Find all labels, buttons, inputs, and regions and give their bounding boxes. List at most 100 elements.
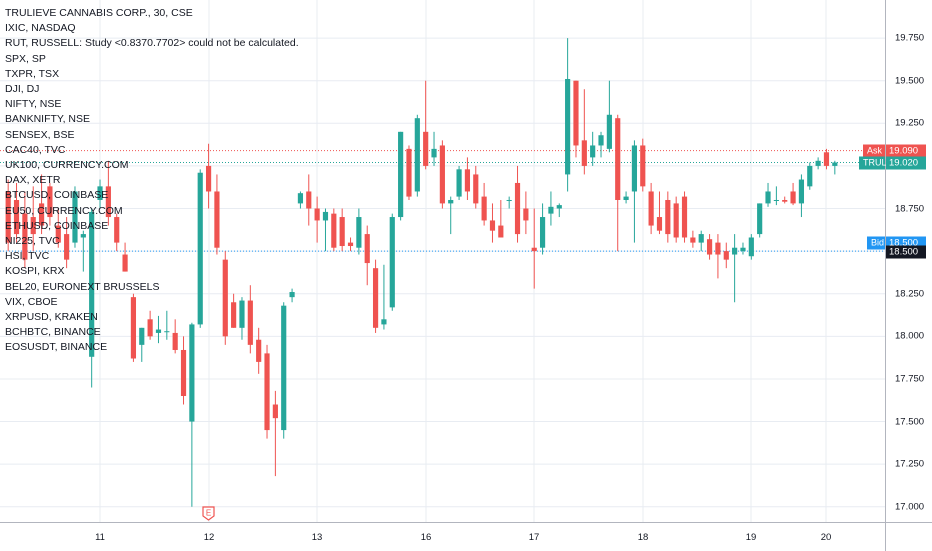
legend-item[interactable]: SPX, SP (5, 52, 46, 65)
legend-item[interactable]: UK100, CURRENCY.COM (5, 159, 129, 172)
legend-item[interactable]: DJI, DJ (5, 83, 40, 96)
candle (147, 310, 153, 340)
candle (38, 174, 45, 235)
legend-item[interactable]: ETHUSD, COINBASE (5, 219, 109, 232)
candle (281, 302, 287, 439)
candle-body (640, 145, 646, 187)
candle (105, 160, 111, 226)
legend-item[interactable]: EOSUSDT, BINANCE (5, 341, 108, 354)
candle (431, 131, 437, 166)
candle-body (606, 114, 612, 149)
candle-body (773, 199, 779, 201)
ask-label: Ask (863, 144, 885, 158)
candle (297, 191, 304, 209)
candle-body (331, 213, 337, 248)
candle-body (281, 305, 287, 431)
price-tick-label: 17.250 (895, 458, 925, 470)
candle (590, 131, 596, 166)
candle (498, 199, 504, 238)
candle-body (197, 172, 203, 325)
candle (205, 143, 212, 209)
candle (615, 114, 621, 252)
time-tick-label: 17 (528, 532, 540, 543)
candle (832, 160, 838, 175)
candle (514, 165, 521, 243)
candle (640, 138, 646, 192)
candle-body (832, 162, 838, 166)
candle-body (615, 118, 621, 200)
candle (130, 293, 137, 362)
candle-body (456, 169, 462, 197)
candle (765, 182, 771, 207)
candle-body (364, 234, 370, 264)
legend-item[interactable]: TXPR, TSX (5, 67, 60, 80)
candle (222, 251, 228, 345)
candle (180, 336, 187, 405)
price-axis[interactable]: 19.75019.50019.25019.00018.75018.50018.2… (885, 0, 932, 522)
candle-body (155, 329, 162, 333)
legend-item[interactable]: HSI, TVC (5, 250, 50, 263)
price-lines (0, 150, 885, 252)
candle-body (264, 353, 270, 431)
candle (114, 213, 120, 252)
candle (30, 186, 36, 252)
legend-item[interactable]: BANKNIFTY, NSE (5, 113, 90, 126)
candle (573, 80, 579, 158)
candle (231, 293, 237, 328)
legend-item[interactable]: RUT, RUSSELL: Study <0.8370.7702> could … (5, 37, 299, 50)
candle-body (231, 302, 237, 328)
candle (322, 208, 329, 252)
chart-area[interactable]: TRULIEVE CANNABIS CORP., 30, CSE IXIC, NA… (0, 0, 885, 522)
time-axis[interactable]: 11 12 13 16 17 18 19 20 (0, 522, 885, 551)
candle-body (339, 217, 345, 247)
candle (481, 182, 487, 226)
candle (523, 191, 529, 235)
candle-body (398, 131, 404, 218)
candle-body (464, 169, 471, 192)
legend-item[interactable]: IXIC, NASDAQ (5, 22, 76, 35)
candle-body (122, 254, 128, 272)
legend-main-symbol[interactable]: TRULIEVE CANNABIS CORP., 30, CSE (5, 7, 193, 19)
candle (339, 208, 345, 252)
candle (581, 89, 587, 175)
candle-body (765, 191, 771, 204)
candle (364, 225, 370, 286)
legend-item[interactable]: SENSEX, BSE (5, 128, 75, 141)
price-tick-label: 19.500 (895, 75, 925, 87)
legend: TRULIEVE CANNABIS CORP., 30, CSE IXIC, NA… (5, 6, 299, 356)
legend-item[interactable]: NIFTY, NSE (5, 98, 62, 111)
candle-body (314, 208, 320, 221)
candle (448, 196, 454, 235)
candle (815, 157, 821, 170)
candlestick-chart[interactable] (0, 0, 885, 522)
candle-body (706, 239, 713, 255)
legend-item[interactable]: XRPUSD, KRAKEN (5, 311, 98, 324)
legend-item[interactable]: CAC40, TVC (5, 143, 66, 156)
legend-item[interactable]: BCHBTC, BINANCE (5, 326, 101, 339)
earnings-marker[interactable]: E (202, 506, 215, 521)
candle (306, 174, 312, 226)
candle (456, 165, 462, 200)
candle (172, 319, 178, 354)
candle-body (498, 225, 504, 238)
candle-body (590, 145, 596, 158)
candle (247, 285, 253, 354)
candle (356, 208, 362, 255)
legend-item[interactable]: DAX, XETR (5, 174, 61, 187)
candle (823, 148, 830, 170)
candle-body (64, 234, 70, 260)
legend-item[interactable]: EU50, CURRENCY.COM (5, 204, 123, 217)
legend-item[interactable]: KOSPI, KRX (5, 265, 65, 278)
candle-body (172, 332, 178, 350)
legend-item[interactable]: BTCUSD, COINBASE (5, 189, 109, 202)
candle (155, 315, 162, 344)
legend-item[interactable]: VIX, CBOE (5, 295, 58, 308)
candle-body (72, 191, 78, 243)
legend-item[interactable]: NI225, TVC (5, 235, 60, 248)
price-tick-label: 17.750 (895, 373, 925, 385)
time-tick-label: 12 (203, 532, 215, 543)
legend-item[interactable]: BEL20, EURONEXT BRUSSELS (5, 280, 160, 293)
candle-body (247, 300, 253, 345)
candle-body (715, 242, 721, 255)
candle-body (748, 237, 754, 257)
